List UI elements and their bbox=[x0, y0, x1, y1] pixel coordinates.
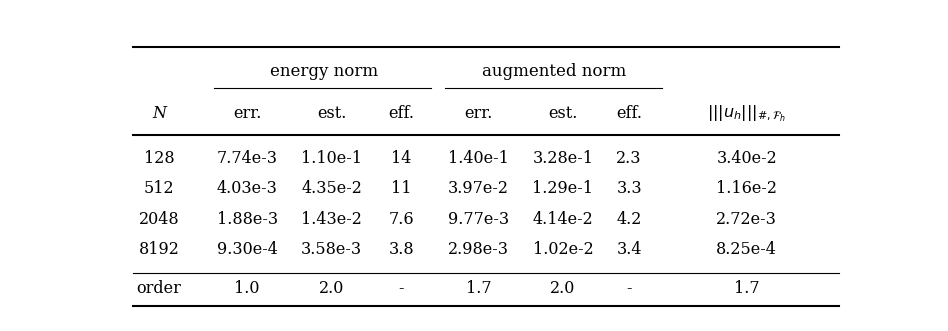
Text: order: order bbox=[137, 280, 181, 297]
Text: 1.0: 1.0 bbox=[234, 280, 260, 297]
Text: 1.16e-2: 1.16e-2 bbox=[716, 180, 777, 197]
Text: 2.0: 2.0 bbox=[319, 280, 344, 297]
Text: 3.40e-2: 3.40e-2 bbox=[717, 150, 777, 167]
Text: eff.: eff. bbox=[389, 105, 414, 122]
Text: 1.7: 1.7 bbox=[734, 280, 759, 297]
Text: 8192: 8192 bbox=[138, 242, 179, 259]
Text: 128: 128 bbox=[143, 150, 174, 167]
Text: 3.3: 3.3 bbox=[616, 180, 642, 197]
Text: 9.30e-4: 9.30e-4 bbox=[217, 242, 278, 259]
Text: 1.02e-2: 1.02e-2 bbox=[533, 242, 593, 259]
Text: 3.97e-2: 3.97e-2 bbox=[448, 180, 509, 197]
Text: 1.88e-3: 1.88e-3 bbox=[216, 211, 278, 228]
Text: 2.72e-3: 2.72e-3 bbox=[717, 211, 777, 228]
Text: 1.7: 1.7 bbox=[465, 280, 491, 297]
Text: 7.6: 7.6 bbox=[389, 211, 414, 228]
Text: 9.77e-3: 9.77e-3 bbox=[448, 211, 509, 228]
Text: est.: est. bbox=[548, 105, 577, 122]
Text: 14: 14 bbox=[392, 150, 411, 167]
Text: 3.8: 3.8 bbox=[389, 242, 414, 259]
Text: N: N bbox=[152, 105, 166, 122]
Text: -: - bbox=[627, 280, 632, 297]
Text: 4.14e-2: 4.14e-2 bbox=[533, 211, 593, 228]
Text: 7.74e-3: 7.74e-3 bbox=[216, 150, 278, 167]
Text: 8.25e-4: 8.25e-4 bbox=[717, 242, 777, 259]
Text: 3.28e-1: 3.28e-1 bbox=[533, 150, 593, 167]
Text: augmented norm: augmented norm bbox=[482, 63, 626, 80]
Text: $|||u_h|||_{\#,\mathcal{F}_h}$: $|||u_h|||_{\#,\mathcal{F}_h}$ bbox=[707, 103, 786, 124]
Text: 11: 11 bbox=[392, 180, 411, 197]
Text: est.: est. bbox=[317, 105, 346, 122]
Text: 1.40e-1: 1.40e-1 bbox=[448, 150, 509, 167]
Text: 1.10e-1: 1.10e-1 bbox=[301, 150, 362, 167]
Text: 2048: 2048 bbox=[138, 211, 179, 228]
Text: 1.43e-2: 1.43e-2 bbox=[301, 211, 362, 228]
Text: 4.03e-3: 4.03e-3 bbox=[217, 180, 278, 197]
Text: err.: err. bbox=[233, 105, 262, 122]
Text: 3.58e-3: 3.58e-3 bbox=[301, 242, 362, 259]
Text: -: - bbox=[398, 280, 404, 297]
Text: 2.3: 2.3 bbox=[616, 150, 642, 167]
Text: err.: err. bbox=[465, 105, 493, 122]
Text: eff.: eff. bbox=[616, 105, 642, 122]
Text: 4.2: 4.2 bbox=[616, 211, 642, 228]
Text: 1.29e-1: 1.29e-1 bbox=[533, 180, 593, 197]
Text: energy norm: energy norm bbox=[270, 63, 378, 80]
Text: 512: 512 bbox=[143, 180, 174, 197]
Text: 4.35e-2: 4.35e-2 bbox=[301, 180, 362, 197]
Text: 2.0: 2.0 bbox=[550, 280, 575, 297]
Text: 3.4: 3.4 bbox=[616, 242, 642, 259]
Text: 2.98e-3: 2.98e-3 bbox=[448, 242, 509, 259]
